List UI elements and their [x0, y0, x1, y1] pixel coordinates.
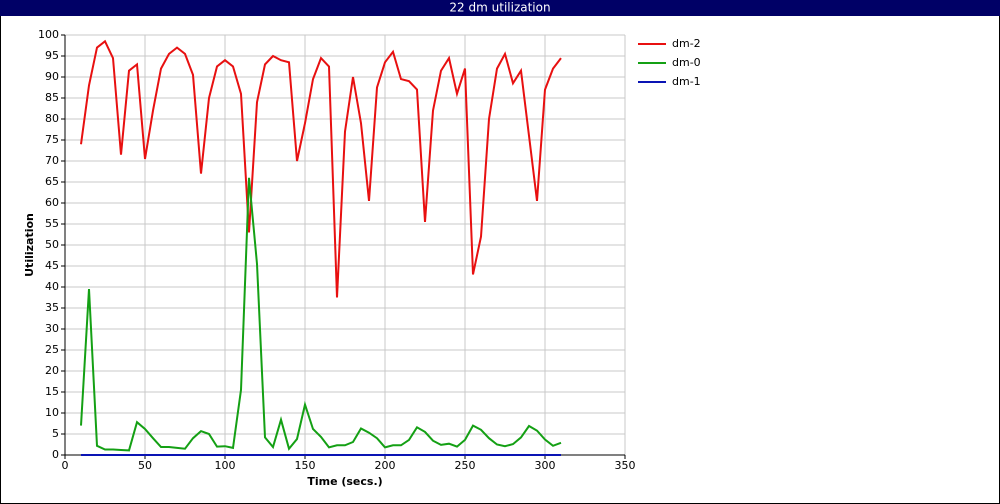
x-tick-label: 300: [535, 459, 556, 472]
y-tick-label: 35: [45, 301, 59, 314]
x-tick-label: 250: [455, 459, 476, 472]
y-tick-label: 15: [45, 385, 59, 398]
x-tick-label: 100: [215, 459, 236, 472]
y-tick-label: 90: [45, 70, 59, 83]
x-tick-label: 0: [62, 459, 69, 472]
y-tick-label: 85: [45, 91, 59, 104]
y-tick-label: 60: [45, 196, 59, 209]
y-tick-label: 65: [45, 175, 59, 188]
y-tick-label: 55: [45, 217, 59, 230]
y-tick-label: 10: [45, 406, 59, 419]
legend-label: dm-1: [672, 75, 701, 88]
y-tick-label: 70: [45, 154, 59, 167]
x-tick-label: 200: [375, 459, 396, 472]
y-tick-label: 75: [45, 133, 59, 146]
y-tick-label: 100: [38, 28, 59, 41]
y-tick-label: 45: [45, 259, 59, 272]
y-tick-label: 40: [45, 280, 59, 293]
title-bar: [0, 0, 1000, 16]
x-tick-label: 150: [295, 459, 316, 472]
series-line: [80, 177, 562, 452]
x-tick-label: 350: [615, 459, 636, 472]
y-tick-label: 80: [45, 112, 59, 125]
y-tick-label: 0: [52, 448, 59, 461]
x-tick-label: 50: [138, 459, 152, 472]
x-axis-label: Time (secs.): [307, 475, 382, 488]
y-axis-label: Utilization: [23, 213, 36, 277]
y-tick-label: 50: [45, 238, 59, 251]
series-line: [80, 39, 562, 298]
y-tick-label: 25: [45, 343, 59, 356]
y-tick-label: 95: [45, 49, 59, 62]
legend-label: dm-2: [672, 37, 701, 50]
y-tick-label: 5: [52, 427, 59, 440]
y-tick-label: 20: [45, 364, 59, 377]
legend-label: dm-0: [672, 56, 701, 69]
chart-title: 22 dm utilization: [449, 1, 550, 15]
y-tick-label: 30: [45, 322, 59, 335]
